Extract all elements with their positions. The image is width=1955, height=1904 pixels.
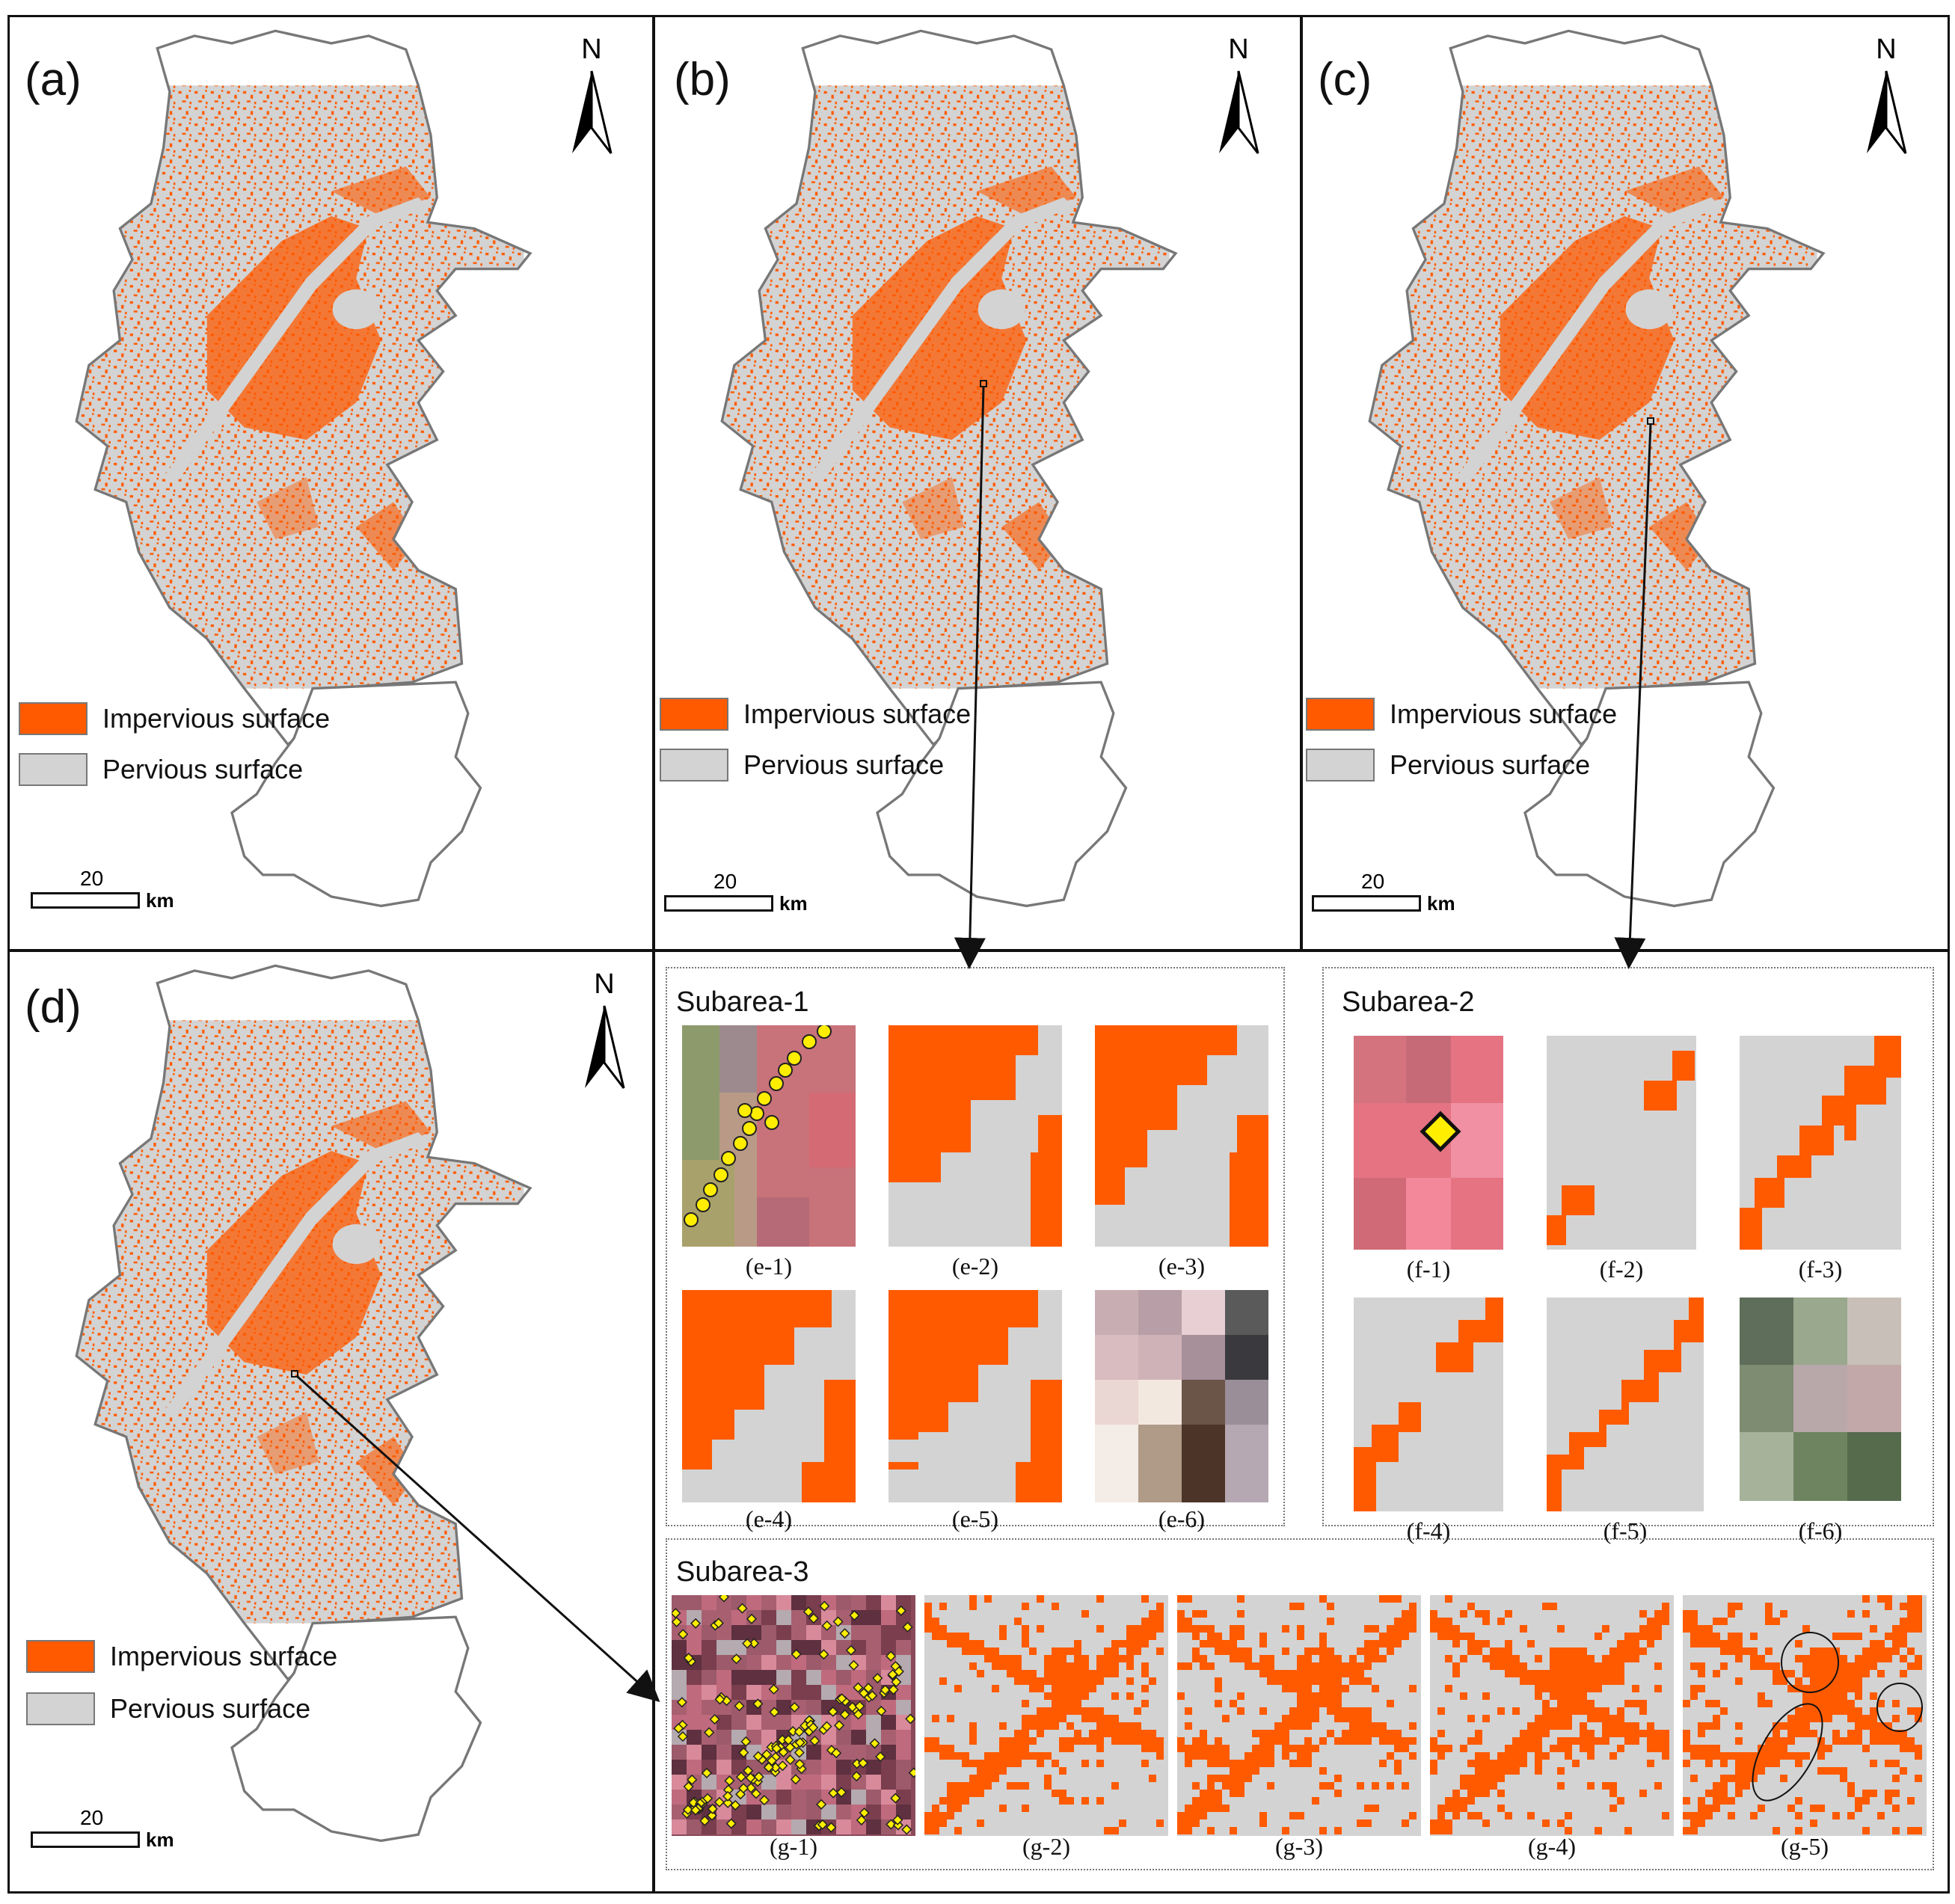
thumb-f-5 [1547, 1298, 1704, 1511]
scale-value: 20 [80, 867, 104, 890]
thumb-g-2 [924, 1595, 1168, 1836]
legend-impervious-label: Impervious surface [743, 698, 972, 729]
north-arrow-icon: N [574, 968, 634, 1096]
north-label: N [1876, 34, 1897, 65]
impervious-swatch [26, 1640, 95, 1673]
panel-label-b: (b) [674, 54, 731, 105]
subarea-panel: Subarea-1 (e-1) (e-2) [653, 950, 1950, 1894]
panel-label-d: (d) [25, 981, 82, 1033]
scale-value: 20 [80, 1806, 104, 1829]
panel-label-c: (c) [1318, 54, 1372, 105]
thumb-e-2 [889, 1025, 1062, 1247]
scale-unit: km [1427, 892, 1455, 915]
panel-label-a: (a) [25, 54, 82, 105]
north-arrow-icon: N [1209, 34, 1268, 161]
legend-pervious: Pervious surface [26, 1692, 310, 1725]
subarea-3-box: Subarea-3 (g-1) (g-2) (g-3) (g-4) (g-5) [666, 1538, 1934, 1870]
legend-pervious: Pervious surface [1306, 749, 1590, 781]
caption-g-1: (g-1) [770, 1833, 817, 1860]
subarea-1-box: Subarea-1 (e-1) (e-2) [666, 967, 1285, 1532]
caption-f-4: (f-4) [1406, 1517, 1451, 1544]
thumb-e-6 [1095, 1290, 1268, 1502]
pervious-swatch [26, 1692, 95, 1725]
subarea-2-box: Subarea-2 (f-1) (f-2) (f-3) [1322, 967, 1934, 1544]
caption-f-1: (f-1) [1406, 1256, 1451, 1283]
scale-unit: km [146, 1828, 174, 1851]
study-area-map [1368, 29, 1825, 908]
caption-e-6: (e-6) [1158, 1505, 1206, 1532]
legend-pervious-label: Pervious surface [743, 749, 945, 780]
caption-g-5: (g-5) [1781, 1833, 1829, 1860]
panel-b: (b) N Impervious surface Pervious surfac… [653, 15, 1302, 951]
north-label: N [1228, 34, 1249, 65]
caption-f-3: (f-3) [1798, 1256, 1843, 1283]
thumb-g-4 [1430, 1595, 1674, 1836]
thumb-f-4 [1354, 1298, 1503, 1511]
thumb-e-5 [889, 1290, 1062, 1502]
caption-f-5: (f-5) [1603, 1517, 1648, 1544]
scale-value: 20 [1361, 870, 1385, 893]
pervious-swatch [19, 753, 88, 786]
caption-g-4: (g-4) [1528, 1833, 1576, 1860]
legend-pervious: Pervious surface [660, 749, 944, 781]
subarea-3-thumbs [672, 1595, 1931, 1842]
north-label: N [581, 34, 602, 65]
thumb-g-3 [1177, 1595, 1421, 1836]
legend-pervious: Pervious surface [19, 753, 303, 786]
north-arrow-icon: N [1856, 34, 1916, 161]
scale-unit: km [146, 889, 174, 912]
legend-impervious-label: Impervious surface [1390, 698, 1618, 729]
impervious-swatch [660, 698, 728, 731]
legend-impervious-label: Impervious surface [110, 1641, 338, 1671]
caption-f-6: (f-6) [1798, 1517, 1843, 1544]
thumb-f-3 [1740, 1036, 1901, 1250]
legend-impervious: Impervious surface [26, 1640, 337, 1673]
caption-e-4: (e-4) [745, 1505, 793, 1532]
caption-e-1: (e-1) [745, 1253, 793, 1280]
legend-impervious-label: Impervious surface [102, 703, 331, 734]
caption-e-3: (e-3) [1158, 1253, 1206, 1280]
thumb-e-3 [1095, 1025, 1268, 1247]
scale-value: 20 [713, 870, 737, 893]
thumb-g-1 [672, 1595, 915, 1836]
scale-unit: km [779, 892, 808, 915]
caption-g-2: (g-2) [1022, 1833, 1070, 1860]
legend-impervious: Impervious surface [1306, 698, 1617, 731]
pervious-swatch [1306, 749, 1375, 781]
caption-g-3: (g-3) [1275, 1833, 1323, 1860]
panel-d: (d) N Impervious surface Pervious surfac… [7, 950, 654, 1894]
impervious-swatch [1306, 698, 1375, 731]
thumb-f-2 [1547, 1036, 1696, 1250]
caption-f-2: (f-2) [1599, 1256, 1644, 1283]
legend-impervious: Impervious surface [660, 698, 971, 731]
caption-e-5: (e-5) [951, 1505, 999, 1532]
north-arrow-icon: N [562, 34, 622, 161]
legend-pervious-label: Pervious surface [1390, 749, 1591, 780]
study-area-map [75, 29, 532, 908]
north-label: N [594, 968, 615, 1000]
study-area-map [75, 964, 532, 1843]
panel-a: (a) N Impervious surface Pervious surfac… [7, 15, 654, 951]
caption-e-2: (e-2) [951, 1253, 999, 1280]
study-area-map [720, 29, 1177, 908]
pervious-swatch [660, 749, 728, 781]
thumb-e-4 [682, 1290, 856, 1502]
legend-impervious: Impervious surface [19, 702, 330, 735]
impervious-swatch [19, 702, 88, 735]
legend-pervious-label: Pervious surface [110, 1693, 311, 1724]
panel-c: (c) N Impervious surface Pervious surfac… [1301, 15, 1950, 951]
legend-pervious-label: Pervious surface [102, 754, 304, 784]
subarea-2-title: Subarea-2 [1342, 986, 1475, 1018]
thumb-e-1 [682, 1025, 856, 1247]
thumb-f-6 [1740, 1298, 1901, 1501]
subarea-1-title: Subarea-1 [676, 986, 809, 1018]
thumb-f-1 [1354, 1036, 1503, 1250]
subarea-3-title: Subarea-3 [676, 1556, 809, 1588]
thumb-g-5 [1683, 1595, 1927, 1836]
